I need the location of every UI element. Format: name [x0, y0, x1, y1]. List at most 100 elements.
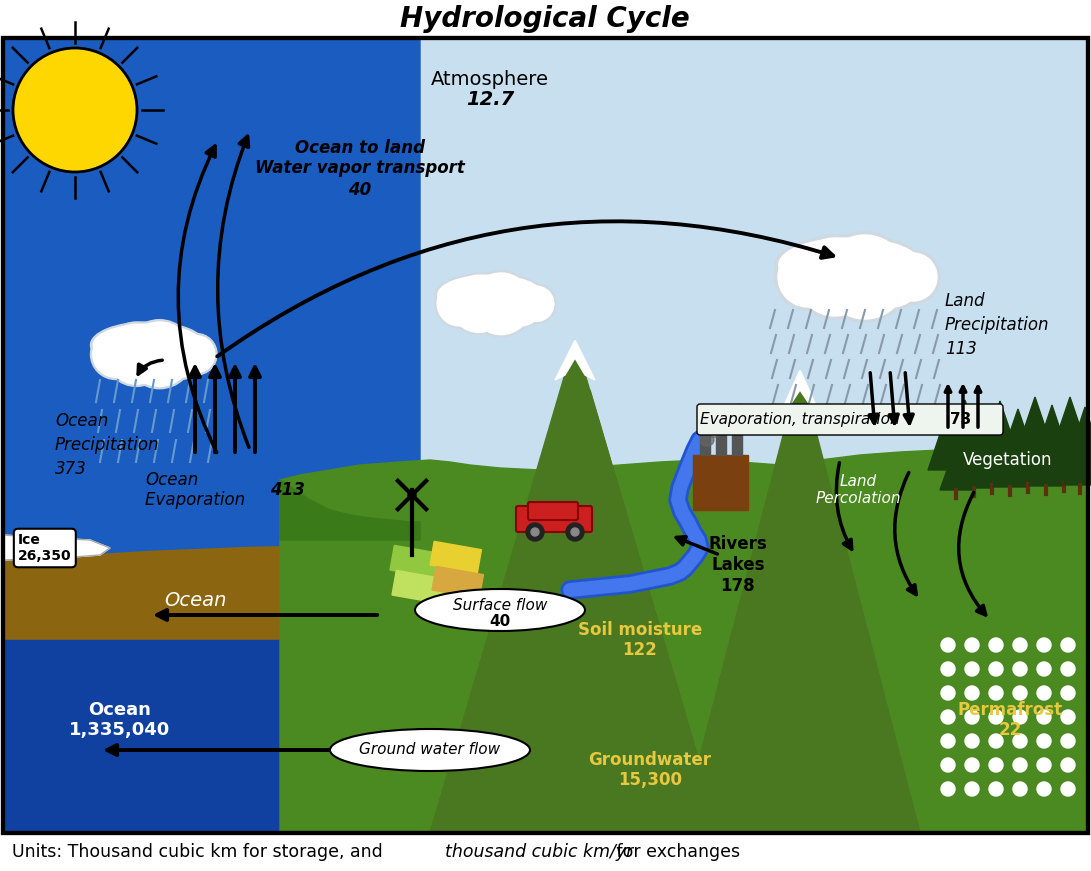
- Circle shape: [889, 253, 937, 301]
- Text: 40: 40: [348, 181, 372, 199]
- Ellipse shape: [329, 729, 530, 771]
- Polygon shape: [1063, 435, 1091, 485]
- Polygon shape: [993, 437, 1027, 487]
- Polygon shape: [957, 440, 991, 488]
- Circle shape: [778, 247, 838, 307]
- Text: Units: Thousand cubic km for storage, and: Units: Thousand cubic km for storage, an…: [12, 843, 388, 861]
- Circle shape: [1038, 734, 1051, 748]
- Polygon shape: [280, 445, 1088, 833]
- Circle shape: [496, 280, 546, 328]
- Circle shape: [1038, 686, 1051, 700]
- Circle shape: [526, 523, 544, 541]
- FancyBboxPatch shape: [528, 502, 578, 520]
- Text: Ground water flow: Ground water flow: [359, 742, 501, 758]
- Circle shape: [531, 528, 539, 536]
- Text: Permafrost
22: Permafrost 22: [958, 700, 1063, 739]
- Polygon shape: [3, 520, 1088, 833]
- Circle shape: [942, 734, 955, 748]
- Circle shape: [793, 235, 877, 319]
- Polygon shape: [966, 413, 1002, 468]
- Circle shape: [1038, 662, 1051, 676]
- FancyBboxPatch shape: [697, 404, 1003, 435]
- Polygon shape: [1048, 435, 1080, 483]
- Circle shape: [448, 273, 509, 334]
- Polygon shape: [700, 430, 920, 833]
- Circle shape: [886, 250, 940, 304]
- Circle shape: [966, 758, 979, 772]
- Text: Surface flow: Surface flow: [453, 598, 548, 612]
- Polygon shape: [976, 439, 1008, 485]
- Text: Evaporation, transpiration: Evaporation, transpiration: [700, 413, 904, 428]
- Text: 12.7: 12.7: [466, 91, 514, 110]
- Bar: [3, 833, 1088, 871]
- Text: Vegetation: Vegetation: [963, 451, 1053, 469]
- Ellipse shape: [415, 589, 585, 631]
- Circle shape: [176, 334, 217, 375]
- Circle shape: [1014, 758, 1027, 772]
- Circle shape: [942, 638, 955, 652]
- Polygon shape: [940, 445, 972, 490]
- Ellipse shape: [91, 322, 205, 368]
- Circle shape: [775, 244, 841, 310]
- Text: Rivers
Lakes
178: Rivers Lakes 178: [709, 535, 767, 595]
- Text: for exchanges: for exchanges: [611, 843, 740, 861]
- Circle shape: [13, 48, 137, 172]
- Text: Hydrological Cycle: Hydrological Cycle: [400, 5, 690, 33]
- Circle shape: [942, 710, 955, 724]
- Bar: [700, 425, 710, 455]
- Circle shape: [518, 287, 554, 321]
- Circle shape: [516, 284, 556, 324]
- Text: 413: 413: [269, 481, 304, 499]
- Bar: [716, 430, 726, 455]
- Circle shape: [499, 282, 543, 326]
- Circle shape: [155, 329, 205, 380]
- Circle shape: [823, 235, 907, 319]
- Circle shape: [91, 329, 141, 380]
- Circle shape: [966, 686, 979, 700]
- Circle shape: [1014, 662, 1027, 676]
- Ellipse shape: [94, 324, 203, 366]
- Circle shape: [408, 491, 416, 499]
- Circle shape: [468, 271, 533, 337]
- Text: Atmosphere: Atmosphere: [431, 71, 549, 90]
- Ellipse shape: [709, 427, 721, 437]
- Text: Land
Precipitation
113: Land Precipitation 113: [945, 293, 1050, 358]
- Circle shape: [1062, 710, 1075, 724]
- Text: Ocean: Ocean: [164, 591, 226, 610]
- Circle shape: [1062, 686, 1075, 700]
- Circle shape: [942, 662, 955, 676]
- Polygon shape: [1032, 405, 1072, 465]
- Bar: [432, 566, 483, 598]
- Circle shape: [966, 638, 979, 652]
- Circle shape: [1014, 734, 1027, 748]
- Circle shape: [990, 758, 1003, 772]
- Circle shape: [942, 686, 955, 700]
- Circle shape: [990, 662, 1003, 676]
- Circle shape: [990, 638, 1003, 652]
- Circle shape: [1038, 710, 1051, 724]
- Circle shape: [990, 710, 1003, 724]
- Text: Ocean
Evaporation: Ocean Evaporation: [145, 470, 250, 510]
- Polygon shape: [928, 410, 968, 470]
- Polygon shape: [782, 370, 818, 410]
- Circle shape: [93, 331, 139, 377]
- Polygon shape: [3, 38, 420, 560]
- Text: thousand cubic km/yr: thousand cubic km/yr: [445, 843, 633, 861]
- Polygon shape: [460, 390, 720, 833]
- Text: Land
Percolation: Land Percolation: [815, 474, 901, 506]
- Text: 73: 73: [950, 413, 971, 428]
- Polygon shape: [1012, 437, 1044, 484]
- Circle shape: [107, 324, 167, 384]
- Bar: [732, 427, 742, 455]
- Circle shape: [966, 662, 979, 676]
- Bar: [392, 571, 445, 604]
- Polygon shape: [1048, 397, 1091, 462]
- Circle shape: [1014, 710, 1027, 724]
- Polygon shape: [3, 640, 420, 833]
- Text: Groundwater
15,300: Groundwater 15,300: [588, 751, 711, 789]
- Polygon shape: [280, 480, 420, 540]
- Circle shape: [1062, 638, 1075, 652]
- Text: Ocean
1,335,040: Ocean 1,335,040: [70, 700, 170, 739]
- Circle shape: [105, 322, 169, 387]
- Circle shape: [966, 782, 979, 796]
